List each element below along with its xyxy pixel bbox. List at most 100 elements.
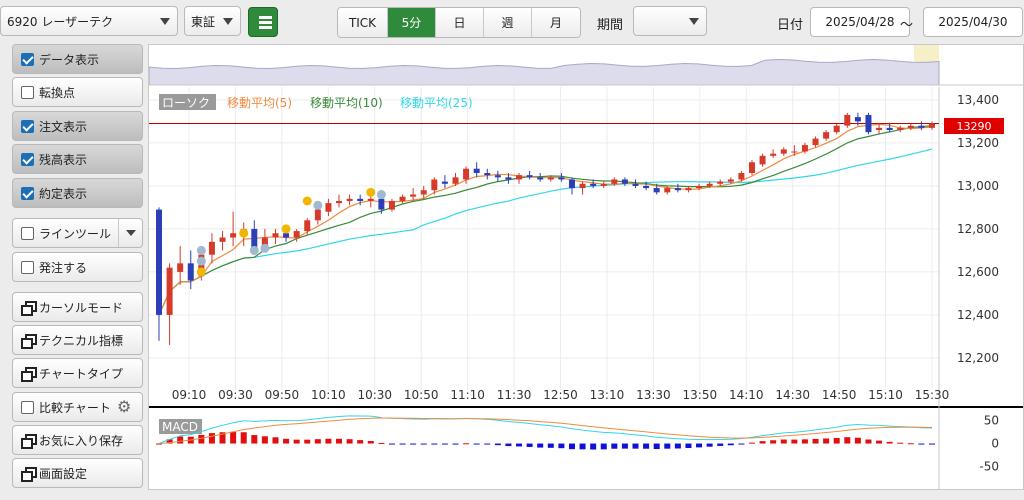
navigator-area <box>148 58 940 86</box>
macd-histogram-bar <box>336 438 343 444</box>
macd-histogram-bar <box>261 436 268 444</box>
gear-icon[interactable]: ⚙ <box>117 397 132 416</box>
candle <box>611 179 618 184</box>
candle <box>388 200 395 210</box>
macd-histogram-bar <box>727 443 734 446</box>
macd-histogram-bar <box>452 443 459 445</box>
turning-point-label: 転換点 <box>39 85 76 100</box>
tab-month[interactable]: 月 <box>532 8 580 37</box>
macd-histogram-bar <box>240 432 247 444</box>
order-display-toggle[interactable]: 注文表示 <box>12 111 143 141</box>
time-tick-label: 10:30 <box>357 388 392 402</box>
tab-week[interactable]: 週 <box>484 8 532 37</box>
macd-histogram-bar <box>547 443 554 448</box>
list-view-button[interactable] <box>248 7 278 37</box>
candle <box>325 203 332 212</box>
macd-histogram-bar <box>738 443 745 445</box>
macd-histogram-bar <box>251 435 258 444</box>
price-tick-label: 13,200 <box>957 136 999 150</box>
symbol-select[interactable]: 6920 レーザーテク <box>0 6 178 36</box>
tab-tick[interactable]: TICK <box>338 8 388 37</box>
candle <box>727 179 734 182</box>
macd-histogram-bar <box>463 443 470 445</box>
checkbox-icon <box>21 400 34 414</box>
execution-markers <box>196 187 386 277</box>
symbol-select-value: 6920 レーザーテク <box>7 14 114 29</box>
cursor-mode-button[interactable]: カーソルモード <box>12 292 143 322</box>
candle <box>664 188 671 193</box>
macd-histogram-bar <box>611 443 618 449</box>
date-from-input[interactable]: 2025/04/28 <box>810 7 910 37</box>
macd-histogram-bar <box>230 432 237 444</box>
macd-histogram-bar <box>399 443 406 445</box>
candle <box>272 233 279 238</box>
execution-marker <box>249 245 259 255</box>
macd-histogram-bar <box>388 443 395 445</box>
time-tick-label: 15:10 <box>868 388 903 402</box>
line-tool-label: ラインツール <box>39 226 112 241</box>
macd-histogram-bar <box>907 443 914 445</box>
candle <box>357 198 364 201</box>
macd-histogram-bar <box>378 442 385 444</box>
macd-histogram-bar <box>314 439 321 444</box>
candle <box>367 198 374 201</box>
line-tool-dropdown-icon[interactable] <box>118 219 142 247</box>
execution-marker <box>366 187 376 197</box>
candle <box>929 123 935 128</box>
execution-display-toggle[interactable]: 約定表示 <box>12 178 143 208</box>
macd-histogram-bar <box>494 443 501 446</box>
macd-histogram-bar <box>664 443 671 449</box>
candle <box>420 190 427 195</box>
line-tool-toggle[interactable]: ラインツール <box>12 218 143 248</box>
turning-point-toggle[interactable]: 転換点 <box>12 77 143 107</box>
legend-candle-bg <box>159 94 216 110</box>
execution-marker <box>376 190 386 200</box>
tab-5min[interactable]: 5分 <box>388 8 436 37</box>
save-favorite-button[interactable]: お気に入り保存 <box>12 425 143 455</box>
macd-histogram-bar <box>568 443 575 450</box>
compare-chart-toggle[interactable]: 比較チャート ⚙ <box>12 392 143 422</box>
period-select[interactable] <box>633 6 707 36</box>
macd-histogram-bar <box>770 440 777 444</box>
execution-marker <box>196 267 206 277</box>
price-chart[interactable]: 13,400 13,200 13,000 12,800 12,600 12,400 12,2… <box>148 45 1023 489</box>
candle <box>166 267 173 315</box>
navigator-strip[interactable] <box>148 45 1023 86</box>
candle <box>484 173 491 176</box>
position-display-toggle[interactable]: 残高表示 <box>12 144 143 174</box>
macd-histogram-bar <box>325 438 332 444</box>
price-tick-label: 12,800 <box>957 222 999 236</box>
candle <box>494 175 501 178</box>
chart-type-button[interactable]: チャートタイプ <box>12 358 143 388</box>
candle <box>526 175 533 178</box>
position-display-label: 残高表示 <box>39 152 88 167</box>
candle <box>717 181 724 184</box>
candle <box>473 168 480 174</box>
candle <box>547 177 554 180</box>
date-label: 日付 <box>777 18 804 33</box>
data-display-toggle[interactable]: データ表示 <box>12 44 143 74</box>
price-axis: 13,400 13,200 13,000 12,800 12,600 12,400 12,2… <box>957 93 999 365</box>
macd-histogram-bar <box>367 440 374 444</box>
macd-histogram-bar <box>177 436 184 444</box>
place-order-toggle[interactable]: 発注する <box>12 252 143 282</box>
candle <box>251 228 258 251</box>
tab-day[interactable]: 日 <box>436 8 484 37</box>
screen-settings-button[interactable]: 画面設定 <box>12 458 143 488</box>
chart-area[interactable]: 13,400 13,200 13,000 12,800 12,600 12,400 12,2… <box>148 44 1024 490</box>
macd-histogram-bar <box>865 439 872 444</box>
technical-indicators-button[interactable]: テクニカル指標 <box>12 325 143 355</box>
cursor-mode-label: カーソルモード <box>39 300 124 315</box>
macd-histogram-bar <box>643 443 650 449</box>
period-label: 期間 <box>597 18 624 33</box>
time-tick-label: 09:30 <box>218 388 253 402</box>
candle <box>823 132 830 139</box>
macd-histogram-bar <box>674 443 681 449</box>
macd-histogram-bar <box>208 433 215 444</box>
market-select[interactable]: 東証 <box>184 6 241 36</box>
macd-histogram-bar <box>876 440 883 444</box>
legend-ma25: 移動平均(25) <box>400 96 473 110</box>
moving-averages <box>158 123 933 316</box>
date-to-input[interactable]: 2025/04/30 <box>923 7 1023 37</box>
candle <box>208 241 215 255</box>
